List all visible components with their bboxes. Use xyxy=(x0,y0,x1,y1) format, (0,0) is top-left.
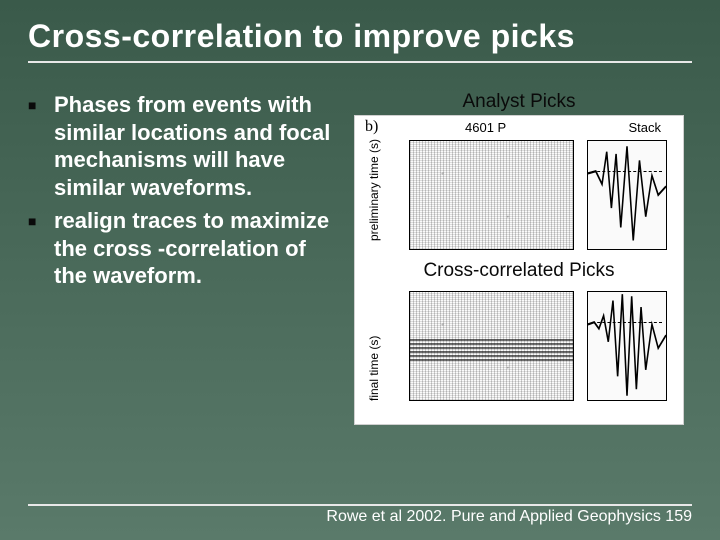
stack-zero-line xyxy=(592,171,662,172)
bullet-item: Phases from events with similar location… xyxy=(28,91,338,201)
bullet-list: Phases from events with similar location… xyxy=(28,91,338,290)
stack-waveform-top xyxy=(588,141,666,249)
footer-divider xyxy=(28,504,692,506)
slide-title: Cross-correlation to improve picks xyxy=(28,18,692,55)
content-row: Phases from events with similar location… xyxy=(28,91,692,425)
bullets-column: Phases from events with similar location… xyxy=(28,91,338,425)
stack-zero-line xyxy=(592,322,662,323)
y-axis-label-top: preliminary time (s) xyxy=(367,139,381,241)
stack-panel-top xyxy=(587,140,667,250)
figure-label-bottom: Cross-correlated Picks xyxy=(355,260,683,282)
y-axis-label-bottom: final time (s) xyxy=(367,336,381,401)
column-header-right: Stack xyxy=(628,120,661,135)
stack-panel-bottom xyxy=(587,291,667,401)
column-header-left: 4601 P xyxy=(465,120,506,135)
stack-waveform-bottom xyxy=(588,292,666,400)
footer: Rowe et al 2002. Pure and Applied Geophy… xyxy=(28,504,692,526)
seismic-panel-bottom: 0.02 0.04 0.06 xyxy=(409,291,574,401)
figure-column: Analyst Picks b) 4601 P Stack preliminar… xyxy=(346,91,692,425)
citation-text: Rowe et al 2002. Pure and Applied Geophy… xyxy=(28,508,692,526)
panel-letter: b) xyxy=(365,118,378,136)
figure-label-top: Analyst Picks xyxy=(463,91,576,113)
figure-box: b) 4601 P Stack preliminary time (s) fin… xyxy=(354,115,684,425)
bullet-item: realign traces to maximize the cross -co… xyxy=(28,207,338,290)
seismic-noise-aligned-icon xyxy=(410,292,573,400)
seismic-panel-top: 0 0.02 0.04 0.06 xyxy=(409,140,574,250)
seismic-noise-icon xyxy=(410,141,573,249)
title-divider xyxy=(28,61,692,63)
